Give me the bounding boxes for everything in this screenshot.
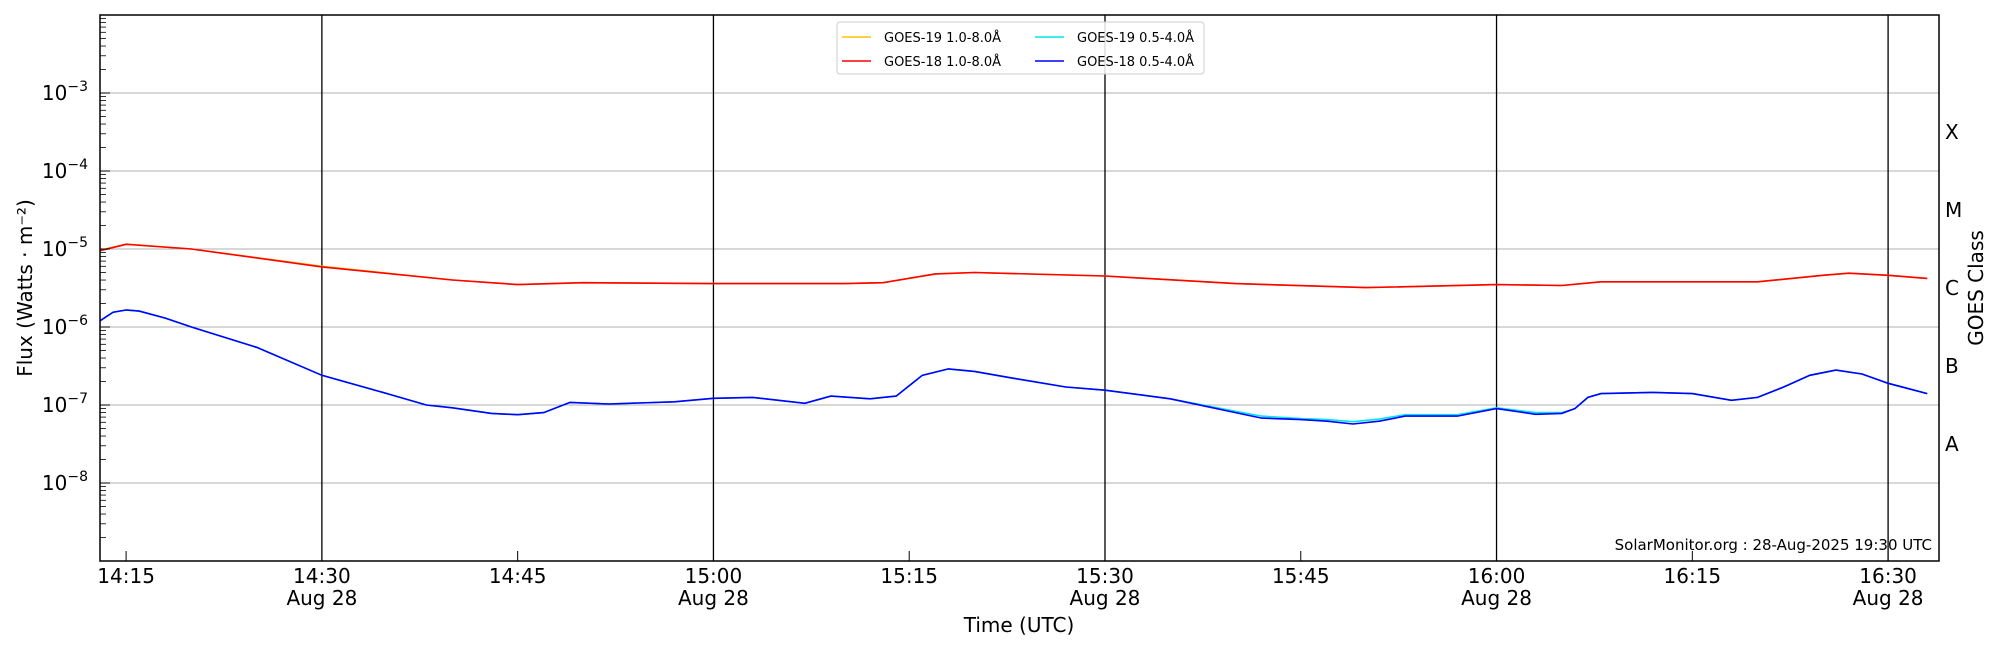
legend-label: GOES-18 0.5-4.0Å xyxy=(1077,54,1194,70)
y-tick-label: 10−5 xyxy=(42,235,88,261)
y-tick-label: 10−8 xyxy=(42,469,88,495)
goes-class-label: B xyxy=(1945,354,1959,378)
x-tick-label: 14:15 xyxy=(97,564,155,588)
plot-frame xyxy=(99,14,1940,562)
right-axis-label: GOES Class xyxy=(1964,230,1988,346)
series-lines xyxy=(99,243,1928,425)
x-tick-label: 16:15 xyxy=(1664,564,1722,588)
x-tick-label: 15:15 xyxy=(880,564,938,588)
x-tick-date-label: Aug 28 xyxy=(1070,586,1141,610)
x-tick-label: 15:45 xyxy=(1272,564,1330,588)
legend-label: GOES-19 0.5-4.0Å xyxy=(1077,30,1194,46)
x-tick-date-label: Aug 28 xyxy=(678,586,749,610)
legend-box xyxy=(836,21,1205,75)
y-tick-label: 10−4 xyxy=(42,157,88,183)
goes-class-label: C xyxy=(1945,276,1959,300)
legend-label: GOES-19 1.0-8.0Å xyxy=(884,30,1001,46)
legend-label: GOES-18 1.0-8.0Å xyxy=(884,54,1001,70)
y-tick-label: 10−6 xyxy=(42,313,88,339)
x-tick-date-label: Aug 28 xyxy=(1853,586,1924,610)
goes-class-label: X xyxy=(1945,120,1959,144)
legend: GOES-19 1.0-8.0Å GOES-18 1.0-8.0Å GOES-19 … xyxy=(836,21,1205,75)
y-tick-label: 10−7 xyxy=(42,391,88,417)
x-tick-date-label: Aug 28 xyxy=(1461,586,1532,610)
y-axis-label: Flux (Watts · m⁻²) xyxy=(13,199,37,377)
goes-class-label: A xyxy=(1945,432,1959,456)
x-tick-label: 16:00 xyxy=(1468,564,1526,588)
x-tick-label: 14:45 xyxy=(489,564,547,588)
y-tick-label: 10−3 xyxy=(42,79,88,105)
series-line-goes-18-0-5-4-0- xyxy=(99,309,1928,425)
x-axis-label: Time (UTC) xyxy=(963,613,1075,637)
x-tick-label: 15:00 xyxy=(685,564,743,588)
x-tick-date-label: Aug 28 xyxy=(286,586,357,610)
grid xyxy=(100,15,1939,561)
x-tick-label: 16:30 xyxy=(1859,564,1917,588)
x-tick-label: 14:30 xyxy=(293,564,351,588)
annotation: SolarMonitor.org : 28-Aug-2025 19:30 UTC xyxy=(1615,536,1932,554)
goes-class-label: M xyxy=(1945,198,1962,222)
series-line-goes-18-1-0-8-0- xyxy=(99,243,1928,289)
x-tick-label: 15:30 xyxy=(1076,564,1134,588)
